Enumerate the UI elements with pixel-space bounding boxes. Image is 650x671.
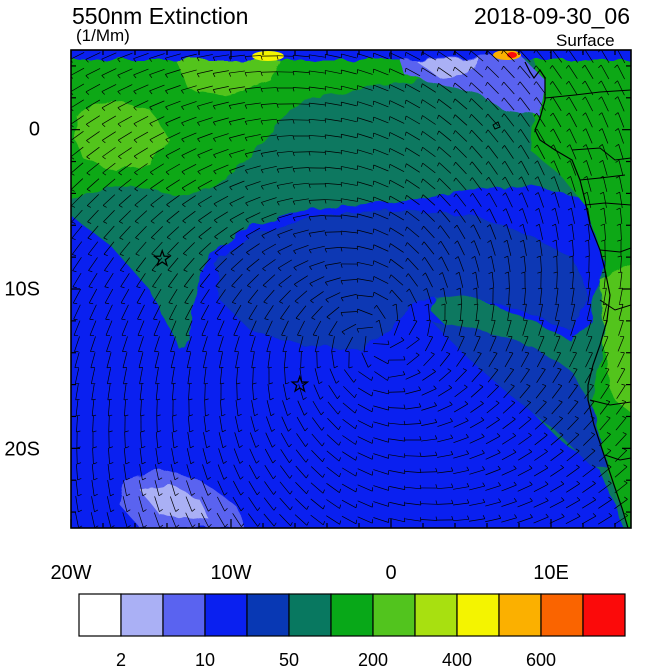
wind-barb-feather [427, 320, 431, 321]
colorbar-label: 2 [116, 650, 126, 671]
colorbar-box [373, 594, 415, 636]
colorbar-box [121, 594, 163, 636]
colorbar-label: 50 [279, 650, 299, 671]
colorbar-label: 10 [195, 650, 215, 671]
colorbar-box [457, 594, 499, 636]
colorbar-box [415, 594, 457, 636]
wind-barb-feather [404, 470, 405, 474]
lat-label-20s: 20S [0, 439, 40, 462]
colorbar-box [163, 594, 205, 636]
lon-label-0: 0 [385, 562, 396, 585]
lat-label-10s: 10S [0, 279, 40, 302]
colorbar-label: 600 [526, 650, 556, 671]
colorbar-box [541, 594, 583, 636]
colorbar-box [79, 594, 121, 636]
lon-label-10e: 10E [533, 562, 569, 585]
lon-label-10w: 10W [210, 562, 251, 585]
colorbar-box [331, 594, 373, 636]
lat-label-0: 0 [0, 119, 40, 142]
colorbar-box [289, 594, 331, 636]
colorbar-box [499, 594, 541, 636]
colorbar-label: 400 [442, 650, 472, 671]
extinction-field [60, 49, 640, 530]
colorbar [79, 594, 625, 636]
colorbar-label: 200 [358, 650, 388, 671]
colorbar-box [247, 594, 289, 636]
lon-label-20w: 20W [50, 562, 91, 585]
colorbar-box [205, 594, 247, 636]
colorbar-box [583, 594, 625, 636]
